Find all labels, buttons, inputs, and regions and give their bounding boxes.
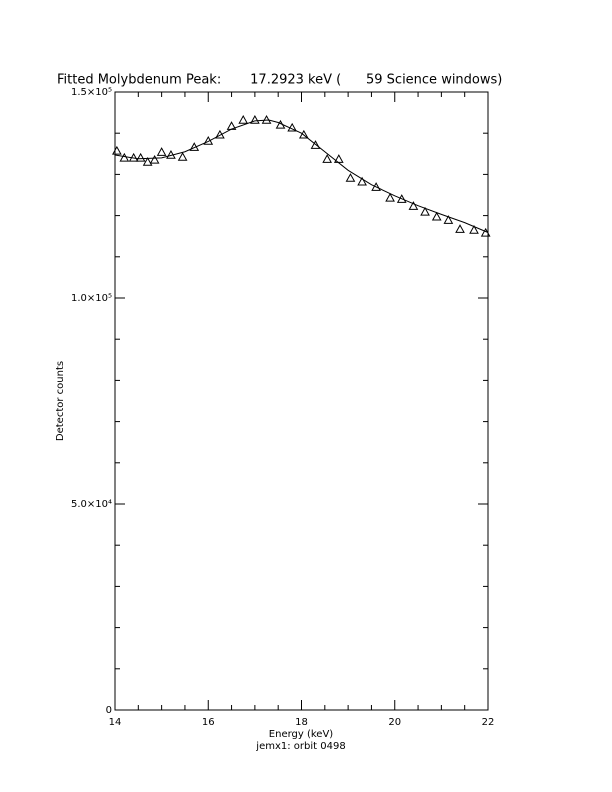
subtitle: jemx1: orbit 0498	[255, 741, 345, 752]
data-point	[385, 192, 395, 202]
x-tick-label: 18	[295, 717, 308, 728]
x-tick-label: 14	[109, 717, 122, 728]
data-point	[215, 129, 225, 139]
data-point	[238, 114, 249, 124]
data-point	[189, 142, 200, 151]
data-point	[287, 122, 298, 132]
data-point	[203, 135, 214, 145]
data-point	[250, 114, 260, 124]
data-point	[443, 215, 454, 224]
y-tick-label: 0	[106, 705, 112, 716]
x-tick-label: 20	[388, 717, 401, 728]
data-point	[357, 176, 367, 186]
chart-title: Fitted Molybdenum Peak: 17.2923 keV ( 59…	[57, 73, 502, 88]
data-point	[135, 152, 146, 162]
data-point	[371, 182, 381, 191]
data-point	[322, 154, 332, 163]
data-point	[298, 129, 309, 139]
x-axis-label: Energy (keV)	[269, 729, 334, 740]
data-point	[310, 140, 321, 149]
data-point	[112, 145, 122, 155]
y-axis-label: Detector counts	[55, 361, 66, 441]
y-tick-label: 5.0×10⁴	[71, 499, 112, 510]
data-point	[345, 173, 356, 182]
data-point	[226, 121, 237, 130]
data-point	[469, 224, 479, 234]
data-point	[396, 194, 407, 203]
data-point	[431, 211, 442, 221]
x-tick-label: 22	[482, 717, 495, 728]
data-point	[333, 154, 344, 163]
y-tick-label: 1.0×10⁵	[71, 293, 112, 304]
data-point	[128, 152, 139, 162]
data-point	[166, 150, 176, 159]
data-point	[420, 206, 430, 216]
data-point	[177, 152, 188, 161]
data-point	[149, 154, 160, 164]
x-tick-label: 16	[202, 717, 215, 728]
data-point	[455, 224, 465, 233]
data-point	[119, 152, 130, 162]
data-point	[261, 114, 272, 124]
data-point	[275, 119, 286, 129]
y-tick-label: 1.5×10⁵	[71, 87, 112, 98]
data-point	[408, 201, 419, 210]
data-point	[142, 157, 153, 166]
data-point	[156, 147, 167, 156]
data-point	[480, 227, 491, 237]
